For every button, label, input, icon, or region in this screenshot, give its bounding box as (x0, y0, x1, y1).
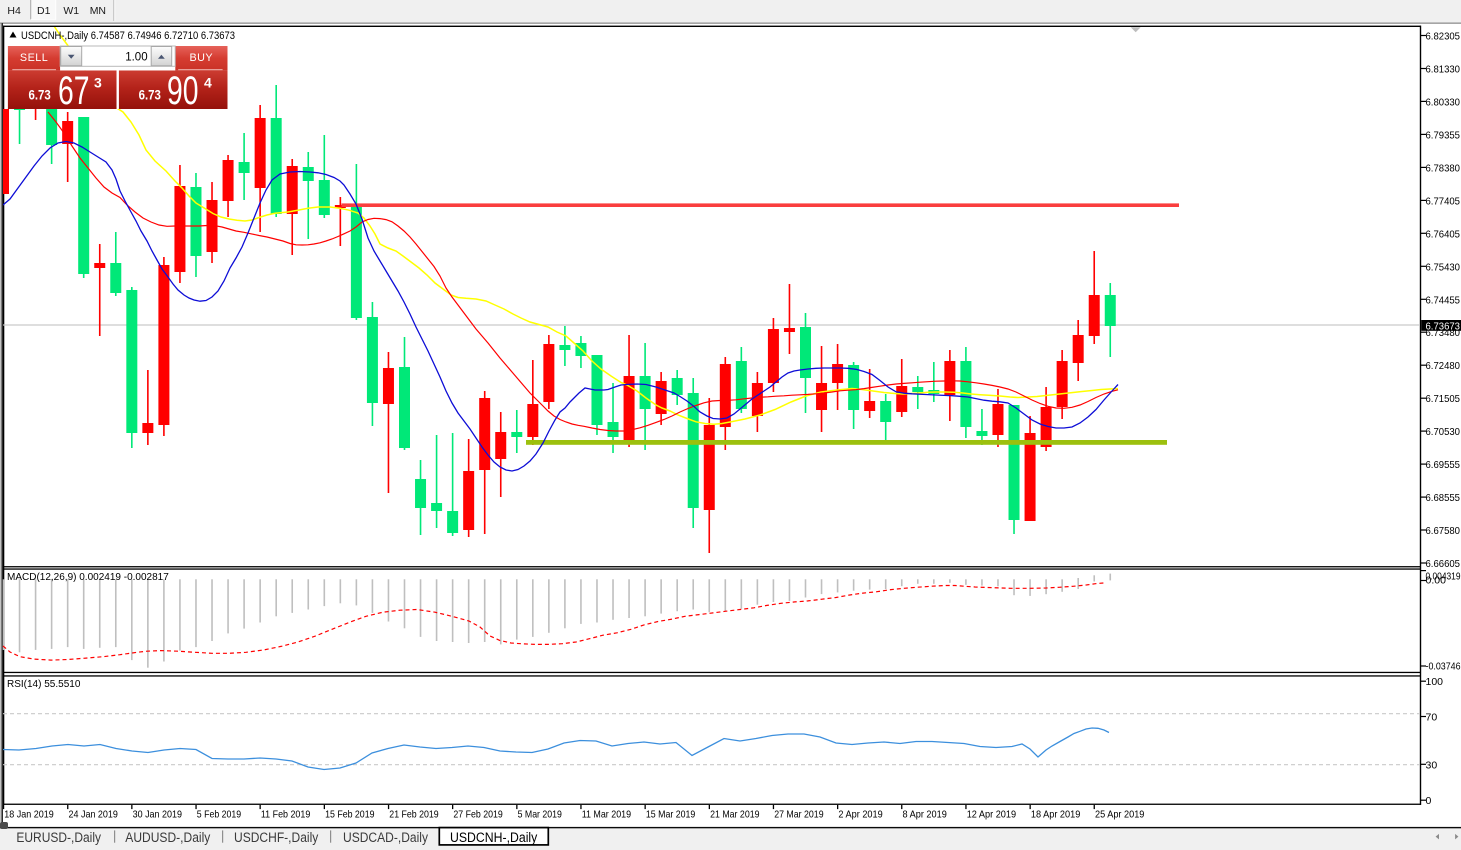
svg-text:-0.03746: -0.03746 (1426, 661, 1461, 673)
svg-text:12 Apr 2019: 12 Apr 2019 (967, 809, 1017, 820)
svg-text:6.73: 6.73 (139, 87, 162, 102)
svg-text:0.00: 0.00 (1426, 575, 1447, 587)
svg-text:SELL: SELL (20, 52, 48, 64)
svg-text:4: 4 (204, 75, 212, 91)
svg-text:1.00: 1.00 (125, 52, 147, 64)
svg-text:USDCAD-,Daily: USDCAD-,Daily (343, 830, 428, 845)
svg-text:H4: H4 (7, 5, 21, 17)
svg-text:11 Mar 2019: 11 Mar 2019 (582, 809, 632, 820)
svg-text:6.68555: 6.68555 (1426, 492, 1461, 504)
svg-text:6.79355: 6.79355 (1426, 129, 1461, 141)
svg-text:5 Mar 2019: 5 Mar 2019 (518, 809, 563, 820)
svg-text:6.70530: 6.70530 (1426, 426, 1461, 438)
svg-text:70: 70 (1426, 712, 1438, 724)
svg-text:USDCNH-,Daily 6.74587 6.74946: USDCNH-,Daily 6.74587 6.74946 6.72710 6.… (21, 30, 235, 42)
svg-text:27 Feb 2019: 27 Feb 2019 (453, 809, 503, 820)
svg-text:6.66605: 6.66605 (1426, 558, 1461, 570)
svg-text:6.72480: 6.72480 (1426, 360, 1461, 372)
svg-text:25 Apr 2019: 25 Apr 2019 (1095, 809, 1145, 820)
svg-text:67: 67 (58, 69, 90, 113)
svg-text:6.74455: 6.74455 (1426, 294, 1461, 306)
svg-text:USDCHF-,Daily: USDCHF-,Daily (234, 830, 319, 845)
svg-text:USDCNH-,Daily: USDCNH-,Daily (450, 830, 538, 845)
svg-text:D1: D1 (37, 5, 51, 17)
svg-text:30: 30 (1426, 759, 1438, 771)
svg-text:6.67580: 6.67580 (1426, 525, 1461, 537)
svg-text:6.80330: 6.80330 (1426, 96, 1461, 108)
svg-text:24 Jan 2019: 24 Jan 2019 (69, 809, 119, 820)
svg-text:6.76405: 6.76405 (1426, 228, 1461, 240)
svg-text:18 Jan 2019: 18 Jan 2019 (4, 809, 54, 820)
svg-text:0: 0 (1426, 795, 1432, 807)
svg-text:6.71505: 6.71505 (1426, 393, 1461, 405)
svg-text:BUY: BUY (189, 52, 213, 64)
svg-text:5 Feb 2019: 5 Feb 2019 (197, 809, 242, 820)
svg-text:90: 90 (167, 69, 199, 113)
svg-text:100: 100 (1426, 676, 1444, 688)
svg-text:27 Mar 2019: 27 Mar 2019 (774, 809, 824, 820)
svg-text:6.77405: 6.77405 (1426, 195, 1461, 207)
svg-text:6.78380: 6.78380 (1426, 162, 1461, 174)
svg-text:EURUSD-,Daily: EURUSD-,Daily (16, 830, 101, 845)
svg-text:6.69555: 6.69555 (1426, 459, 1461, 471)
svg-text:3: 3 (94, 75, 102, 91)
svg-text:11 Feb 2019: 11 Feb 2019 (261, 809, 311, 820)
svg-text:21 Mar 2019: 21 Mar 2019 (710, 809, 760, 820)
svg-text:6.82305: 6.82305 (1426, 31, 1461, 43)
svg-text:AUDUSD-,Daily: AUDUSD-,Daily (125, 830, 210, 845)
svg-text:18 Apr 2019: 18 Apr 2019 (1031, 809, 1081, 820)
svg-text:MN: MN (90, 5, 106, 17)
svg-text:8 Apr 2019: 8 Apr 2019 (903, 809, 948, 820)
svg-text:0.004319: 0.004319 (1426, 571, 1461, 583)
svg-text:6.81330: 6.81330 (1426, 64, 1461, 76)
svg-text:MACD(12,26,9) 0.002419 -0.0028: MACD(12,26,9) 0.002419 -0.002817 (7, 572, 169, 583)
svg-text:15 Mar 2019: 15 Mar 2019 (646, 809, 696, 820)
svg-text:6.75430: 6.75430 (1426, 261, 1461, 273)
svg-text:15 Feb 2019: 15 Feb 2019 (325, 809, 375, 820)
svg-text:W1: W1 (63, 5, 79, 17)
svg-text:RSI(14) 55.5510: RSI(14) 55.5510 (7, 679, 81, 690)
svg-text:30 Jan 2019: 30 Jan 2019 (133, 809, 183, 820)
svg-text:6.73673: 6.73673 (1426, 320, 1461, 332)
svg-text:2 Apr 2019: 2 Apr 2019 (838, 809, 883, 820)
svg-text:6.73: 6.73 (29, 87, 52, 102)
svg-text:21 Feb 2019: 21 Feb 2019 (389, 809, 439, 820)
